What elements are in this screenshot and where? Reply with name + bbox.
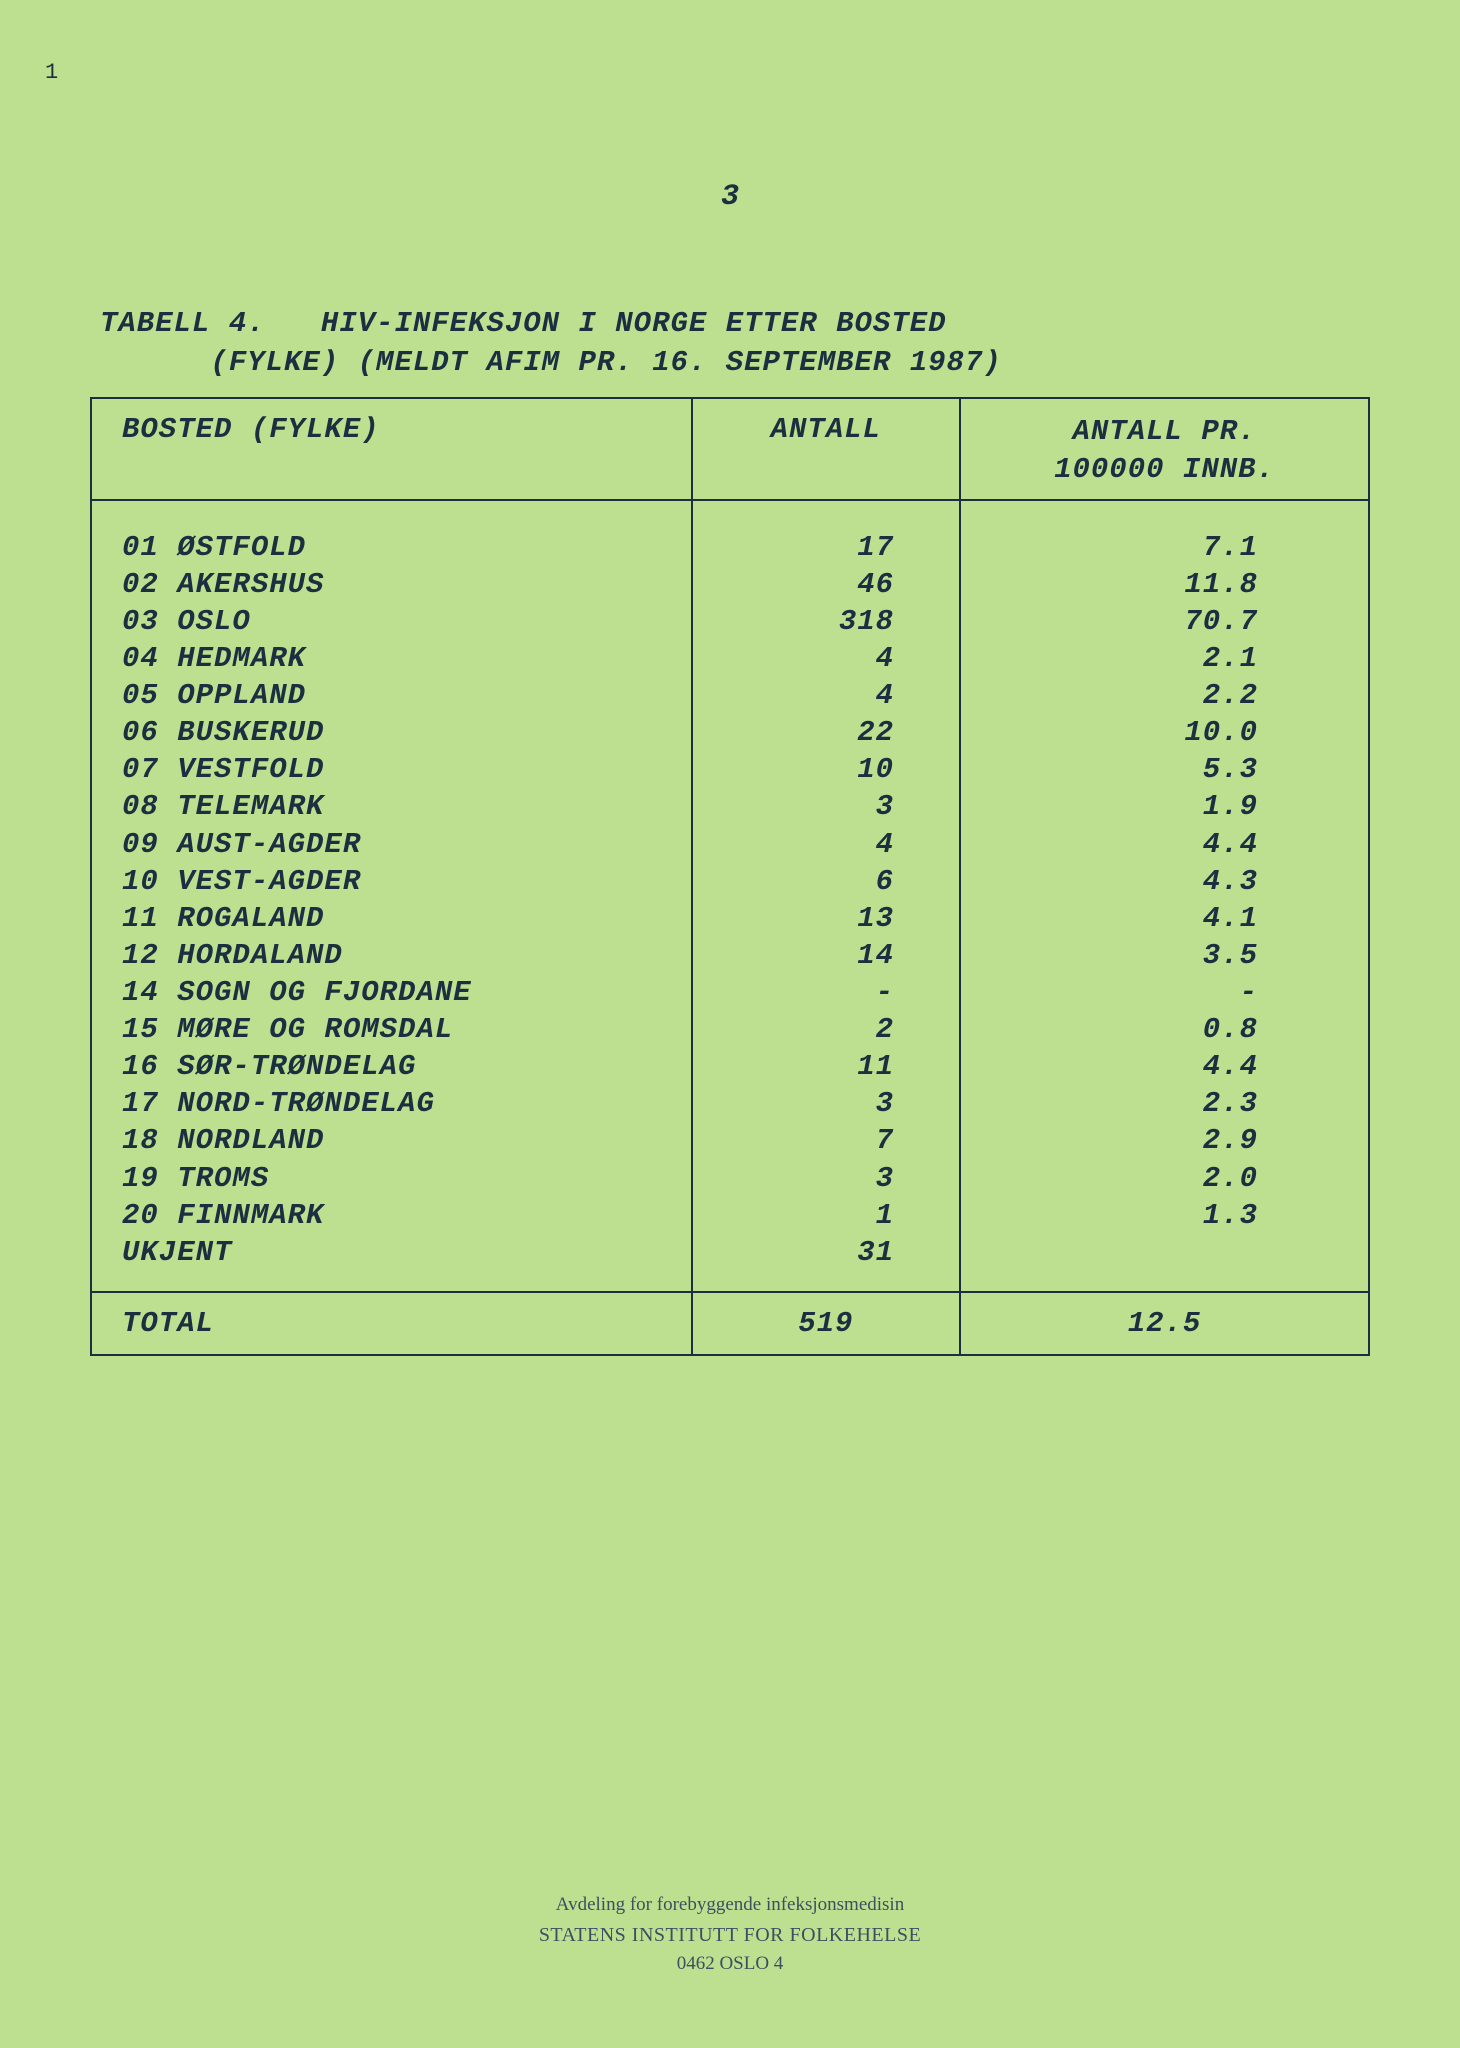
bosted-column-data: 01 ØSTFOLD 02 AKERSHUS 03 OSLO 04 HEDMAR… [91, 500, 692, 1292]
footer-line-2: STATENS INSTITUTT FOR FOLKEHELSE [0, 1920, 1460, 1950]
total-antall: 519 [692, 1292, 960, 1355]
table-title: TABELL 4. HIV-INFEKSJON I NORGE ETTER BO… [100, 304, 1370, 382]
title-line-2: (FYLKE) (MELDT AFIM PR. 16. SEPTEMBER 19… [100, 346, 1002, 379]
scan-artifact: 1 [45, 60, 58, 85]
column-header-antall: ANTALL [692, 398, 960, 499]
total-label: TOTAL [91, 1292, 692, 1355]
table-header-row: BOSTED (FYLKE) ANTALL ANTALL PR. 100000 … [91, 398, 1369, 499]
footer-line-1: Avdeling for forebyggende infeksjonsmedi… [0, 1891, 1460, 1920]
title-line-1: TABELL 4. HIV-INFEKSJON I NORGE ETTER BO… [100, 307, 947, 340]
rate-header-line2: 100000 INNB. [1054, 453, 1275, 486]
table-data-row: 01 ØSTFOLD 02 AKERSHUS 03 OSLO 04 HEDMAR… [91, 500, 1369, 1292]
column-header-rate: ANTALL PR. 100000 INNB. [960, 398, 1369, 499]
antall-column-data: 17 46 318 4 4 22 10 3 4 6 13 14 - 2 11 3… [692, 500, 960, 1292]
total-rate: 12.5 [960, 1292, 1369, 1355]
rate-header-line1: ANTALL PR. [1073, 415, 1257, 448]
data-table: BOSTED (FYLKE) ANTALL ANTALL PR. 100000 … [90, 397, 1370, 1356]
table-total-row: TOTAL 519 12.5 [91, 1292, 1369, 1355]
footer-line-3: 0462 OSLO 4 [0, 1950, 1460, 1979]
page-number: 3 [90, 180, 1370, 214]
rate-column-data: 7.1 11.8 70.7 2.1 2.2 10.0 5.3 1.9 4.4 4… [960, 500, 1369, 1292]
page-footer: Avdeling for forebyggende infeksjonsmedi… [0, 1891, 1460, 1978]
column-header-bosted: BOSTED (FYLKE) [91, 398, 692, 499]
